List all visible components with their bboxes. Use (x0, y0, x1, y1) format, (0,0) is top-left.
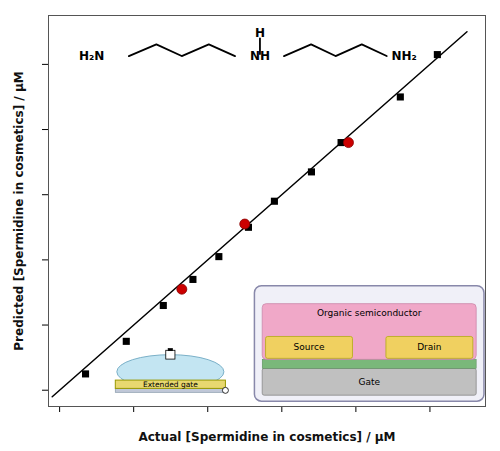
svg-text:H: H (255, 26, 265, 40)
svg-text:Source: Source (294, 342, 325, 352)
svg-text:Actual [Spermidine in cosmetic: Actual [Spermidine in cosmetics] / μM (138, 430, 395, 444)
svg-text:NH₂: NH₂ (391, 49, 416, 63)
svg-text:H₂N: H₂N (79, 49, 104, 63)
svg-text:Predicted [Spermidine in cosme: Predicted [Spermidine in cosmetics] / μM (12, 71, 26, 350)
svg-text:Gate: Gate (358, 377, 380, 387)
svg-text:Drain: Drain (417, 342, 441, 352)
svg-text:Organic semiconductor: Organic semiconductor (317, 308, 422, 318)
svg-text:Extended gate: Extended gate (143, 380, 198, 389)
svg-text:NH: NH (250, 49, 270, 63)
